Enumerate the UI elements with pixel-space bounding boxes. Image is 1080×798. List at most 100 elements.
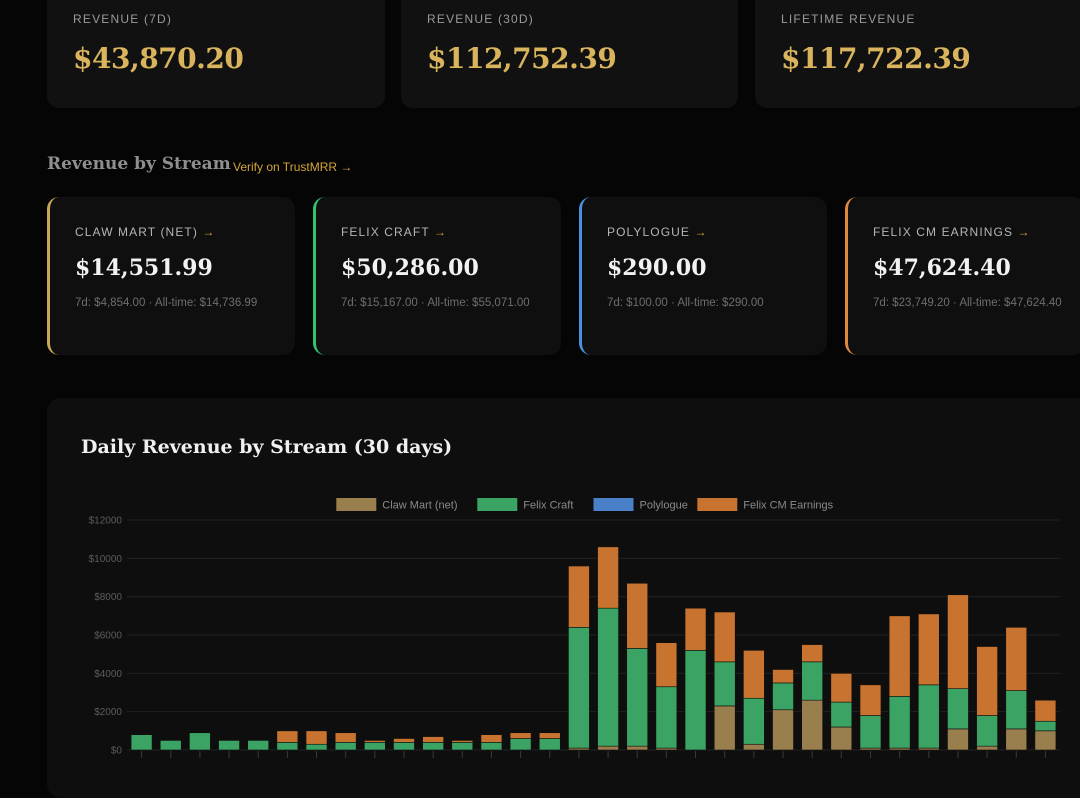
bar-segment — [364, 742, 386, 751]
bar-segment — [509, 738, 532, 751]
stream-value: $14,551.99 — [75, 255, 213, 281]
legend-label: Felix Craft — [523, 500, 573, 512]
kpi-value: $112,752.39 — [427, 42, 617, 75]
bar-segment — [218, 740, 240, 751]
bar-segment — [976, 715, 998, 747]
bar-segment — [480, 734, 503, 743]
bar-segment — [888, 615, 911, 697]
stream-subtext: 7d: $100.00 · All-time: $290.00 — [607, 297, 764, 309]
bar-segment — [189, 732, 211, 751]
bar-segment — [538, 738, 561, 751]
bar-segment — [276, 742, 299, 751]
bar-segment — [772, 682, 794, 711]
bar-segment — [480, 742, 503, 751]
bar-segment — [772, 669, 794, 684]
arrow-right-icon: → — [434, 225, 448, 239]
legend-label: Felix CM Earnings — [743, 500, 833, 512]
bar-segment — [830, 701, 853, 728]
bar-segment — [743, 697, 765, 745]
bar-segment — [830, 673, 853, 703]
bar-segment — [888, 696, 911, 749]
bar-segment — [509, 732, 532, 739]
arrow-right-icon: → — [694, 225, 708, 239]
stream-card-claw-mart[interactable]: CLAW MART (NET) → $14,551.99 7d: $4,854.… — [47, 197, 295, 355]
legend-swatch — [697, 498, 738, 511]
y-tick-label: $2000 — [94, 707, 122, 718]
stream-value: $290.00 — [607, 255, 707, 281]
stream-subtext: 7d: $23,749.20 · All-time: $47,624.40 — [873, 297, 1062, 309]
stream-card-felix-cm-earnings[interactable]: FELIX CM EARNINGS → $47,624.40 7d: $23,7… — [845, 197, 1080, 355]
bar-segment — [597, 745, 619, 751]
bar-segment — [801, 661, 823, 701]
y-tick-label: $10000 — [89, 554, 123, 565]
bar-segment — [364, 740, 386, 743]
kpi-card-revenue-30d: REVENUE (30D) $112,752.39 — [401, 0, 738, 108]
stream-subtext: 7d: $4,854.00 · All-time: $14,736.99 — [75, 297, 258, 309]
kpi-label: LIFETIME REVENUE — [781, 12, 916, 26]
y-tick-label: $12000 — [89, 516, 123, 527]
legend-label: Polylogue — [640, 500, 688, 512]
arrow-right-icon: → — [202, 225, 216, 239]
bar-segment — [1034, 699, 1057, 722]
bar-segment — [655, 642, 678, 688]
bar-segment — [422, 742, 444, 751]
kpi-card-revenue-7d: REVENUE (7D) $43,870.20 — [47, 0, 385, 108]
stream-label[interactable]: FELIX CRAFT → — [341, 225, 447, 239]
chart-title: Daily Revenue by Stream (30 days) — [81, 436, 453, 458]
bar-segment — [626, 648, 649, 747]
bar-segment — [334, 742, 357, 751]
bar-segment — [684, 650, 707, 751]
stream-label-text: FELIX CRAFT — [341, 225, 430, 239]
legend-swatch — [477, 498, 518, 511]
stream-label-text: FELIX CM EARNINGS — [873, 225, 1014, 239]
stream-label[interactable]: CLAW MART (NET) → — [75, 225, 216, 239]
bar-segment — [305, 730, 328, 745]
y-tick-label: $6000 — [94, 631, 122, 642]
bar-segment — [743, 743, 765, 751]
stream-subtext: 7d: $15,167.00 · All-time: $55,071.00 — [341, 297, 530, 309]
stream-label-text: CLAW MART (NET) — [75, 225, 198, 239]
bar-segment — [859, 684, 882, 716]
legend-label: Claw Mart (net) — [382, 500, 457, 512]
bar-segment — [918, 613, 940, 686]
stream-label[interactable]: FELIX CM EARNINGS → — [873, 225, 1031, 239]
bar-segment — [947, 728, 969, 751]
bar-segment — [393, 738, 415, 743]
bar-segment — [1005, 690, 1028, 730]
arrow-right-icon: → — [1017, 225, 1031, 239]
bar-segment — [801, 644, 823, 663]
bar-segment — [568, 565, 590, 628]
y-tick-label: $4000 — [94, 669, 122, 680]
bar-segment — [772, 709, 794, 751]
bar-segment — [597, 546, 619, 609]
bar-segment — [568, 627, 590, 749]
section-title: Revenue by Stream — [47, 154, 231, 174]
bar-segment — [1034, 730, 1057, 751]
bar-segment — [801, 699, 823, 751]
bar-segment — [713, 611, 736, 663]
bar-segment — [451, 740, 474, 743]
bar-segment — [597, 607, 619, 747]
chart-panel: Daily Revenue by Stream (30 days) $0 $200… — [47, 398, 1080, 798]
bar-segment — [130, 734, 153, 751]
bar-segment — [830, 726, 853, 751]
stream-label[interactable]: POLYLOGUE → — [607, 225, 708, 239]
bar-segment — [947, 688, 969, 730]
bar-segment — [976, 646, 998, 716]
bar-segment — [305, 743, 328, 751]
verify-trustmrr-link[interactable]: Verify on TrustMRR → — [233, 160, 353, 174]
bar-segment — [626, 582, 649, 649]
daily-revenue-chart: $0 $2000 $4000 $6000 $8000 $10000 $12000 Claw M… — [89, 498, 1060, 758]
stream-card-felix-craft[interactable]: FELIX CRAFT → $50,286.00 7d: $15,167.00 … — [313, 197, 561, 355]
bar-segment — [976, 745, 998, 751]
y-tick-label: $0 — [111, 746, 123, 757]
stream-value: $47,624.40 — [873, 255, 1011, 281]
bar-segment — [626, 745, 649, 751]
bar-segment — [713, 661, 736, 707]
stream-card-polylogue[interactable]: POLYLOGUE → $290.00 7d: $100.00 · All-ti… — [579, 197, 827, 355]
kpi-value: $43,870.20 — [73, 42, 244, 75]
bar-segment — [422, 736, 444, 743]
bar-segment — [947, 594, 969, 689]
bar-segment — [1005, 627, 1028, 691]
legend-swatch — [593, 498, 634, 511]
